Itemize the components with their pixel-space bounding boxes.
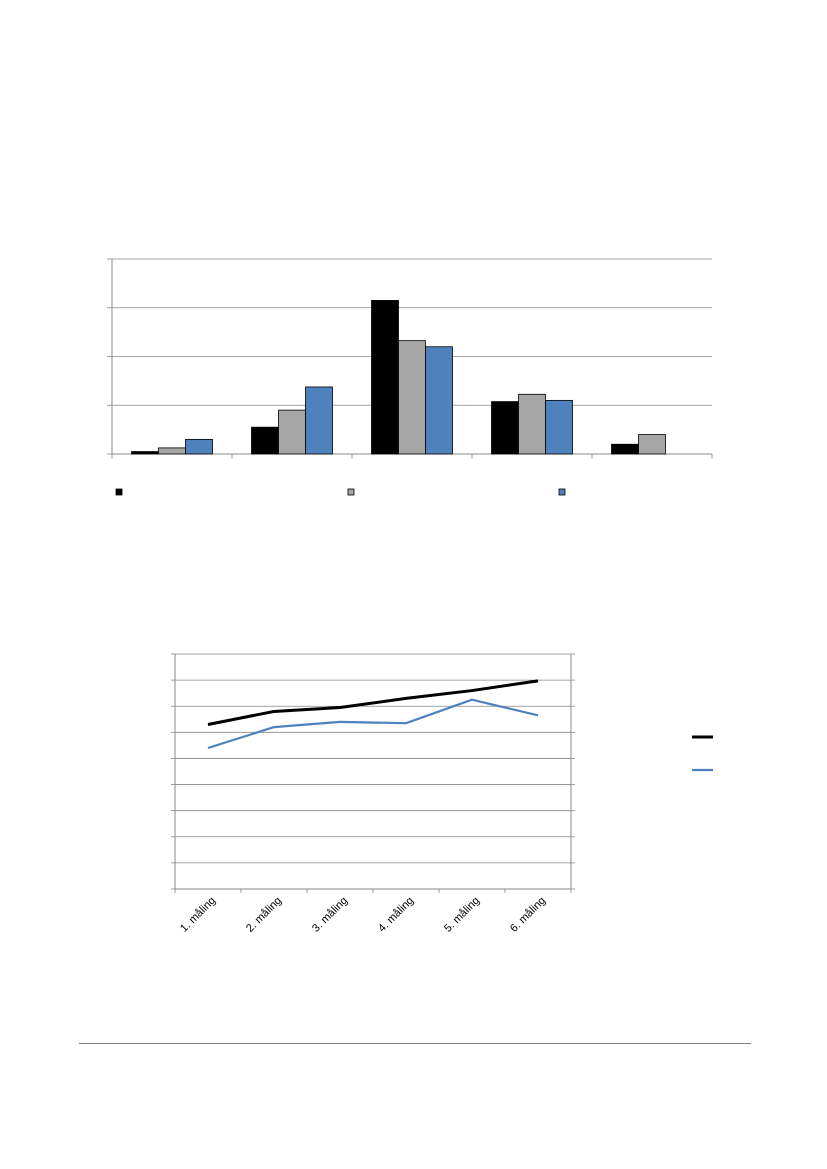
bar	[491, 401, 519, 455]
line-x-tick-label: 5. måling	[442, 895, 482, 935]
line-x-tick-label: 6. måling	[508, 895, 548, 935]
legend-marker	[347, 488, 355, 496]
bar	[638, 434, 666, 455]
legend-marker	[115, 488, 123, 496]
line-x-tick-label: 1. måling	[178, 895, 218, 935]
line-x-tick-label: 2. måling	[244, 895, 284, 935]
bar	[251, 426, 279, 455]
bar	[545, 399, 573, 455]
bar	[131, 451, 159, 455]
series-line	[207, 679, 539, 726]
bar	[518, 393, 546, 455]
series-line	[207, 698, 539, 750]
bar	[371, 300, 399, 455]
bar	[611, 443, 639, 455]
bar	[158, 447, 186, 455]
line-x-tick-label: 3. måling	[310, 895, 350, 935]
line-x-tick-label: 4. måling	[376, 895, 416, 935]
bar	[398, 340, 426, 455]
bar	[185, 438, 213, 455]
bar	[278, 409, 306, 455]
legend-marker	[558, 488, 566, 496]
bar-chart	[107, 258, 713, 496]
footer-rule	[79, 1043, 751, 1044]
bar	[425, 346, 453, 455]
bar	[305, 386, 333, 455]
